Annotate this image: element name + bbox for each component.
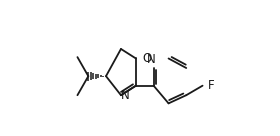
- Text: O: O: [143, 52, 152, 65]
- Text: N: N: [121, 89, 130, 102]
- Text: N: N: [146, 53, 155, 66]
- Text: F: F: [207, 79, 214, 92]
